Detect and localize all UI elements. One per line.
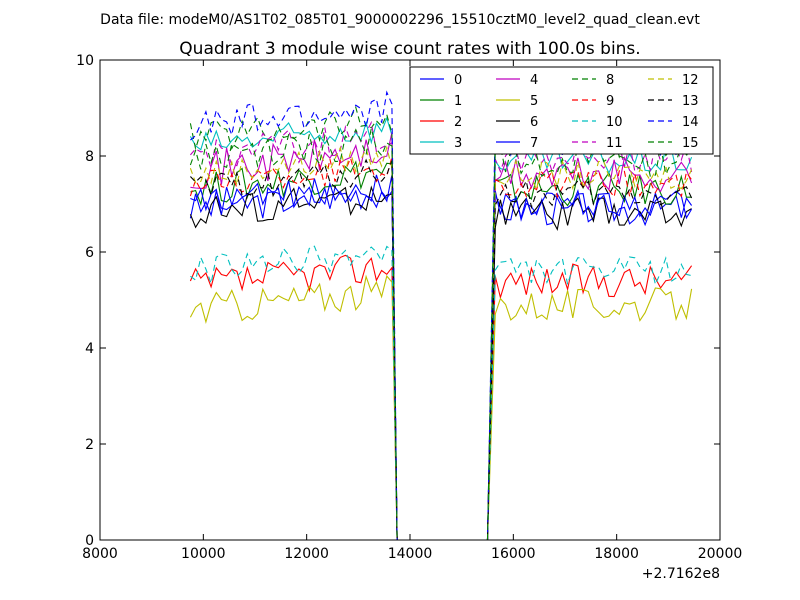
legend-label-0: 0	[454, 73, 462, 88]
legend-label-13: 13	[682, 94, 699, 109]
x-tick-label: 20000	[698, 546, 743, 562]
legend-box	[409, 66, 714, 155]
legend-label-2: 2	[454, 115, 462, 130]
series-line-15	[189, 128, 692, 541]
x-tick-label: 8000	[82, 546, 118, 562]
x-axis: 8000 10000 12000 14000 16000 18000 20000	[82, 60, 742, 562]
legend-label-12: 12	[682, 73, 699, 88]
figure-suptitle: Data file: modeM0/AS1T02_085T01_90000022…	[100, 12, 700, 28]
x-tick-label: 18000	[594, 546, 639, 562]
x-tick-label: 16000	[491, 546, 536, 562]
legend-label-11: 11	[606, 136, 623, 151]
legend-label-14: 14	[682, 115, 699, 130]
y-tick-label: 8	[85, 149, 94, 165]
y-tick-label: 6	[85, 245, 94, 261]
legend-label-10: 10	[606, 115, 623, 130]
legend-label-1: 1	[454, 94, 462, 109]
legend-label-8: 8	[606, 73, 614, 88]
legend-label-5: 5	[530, 94, 538, 109]
chart-title: Quadrant 3 module wise count rates with …	[179, 39, 640, 59]
y-tick-label: 4	[85, 341, 94, 357]
legend-label-7: 7	[530, 136, 538, 151]
y-tick-label: 10	[76, 53, 94, 69]
x-tick-label: 14000	[388, 546, 433, 562]
legend-label-6: 6	[530, 115, 538, 130]
x-tick-label: 12000	[284, 546, 329, 562]
x-offset-label: +2.7162e8	[642, 566, 720, 582]
legend-label-15: 15	[682, 136, 699, 151]
legend-label-4: 4	[530, 73, 538, 88]
y-tick-label: 0	[85, 533, 94, 549]
legend-label-9: 9	[606, 94, 614, 109]
x-tick-label: 10000	[181, 546, 226, 562]
legend-label-3: 3	[454, 136, 462, 151]
y-tick-label: 2	[85, 437, 94, 453]
